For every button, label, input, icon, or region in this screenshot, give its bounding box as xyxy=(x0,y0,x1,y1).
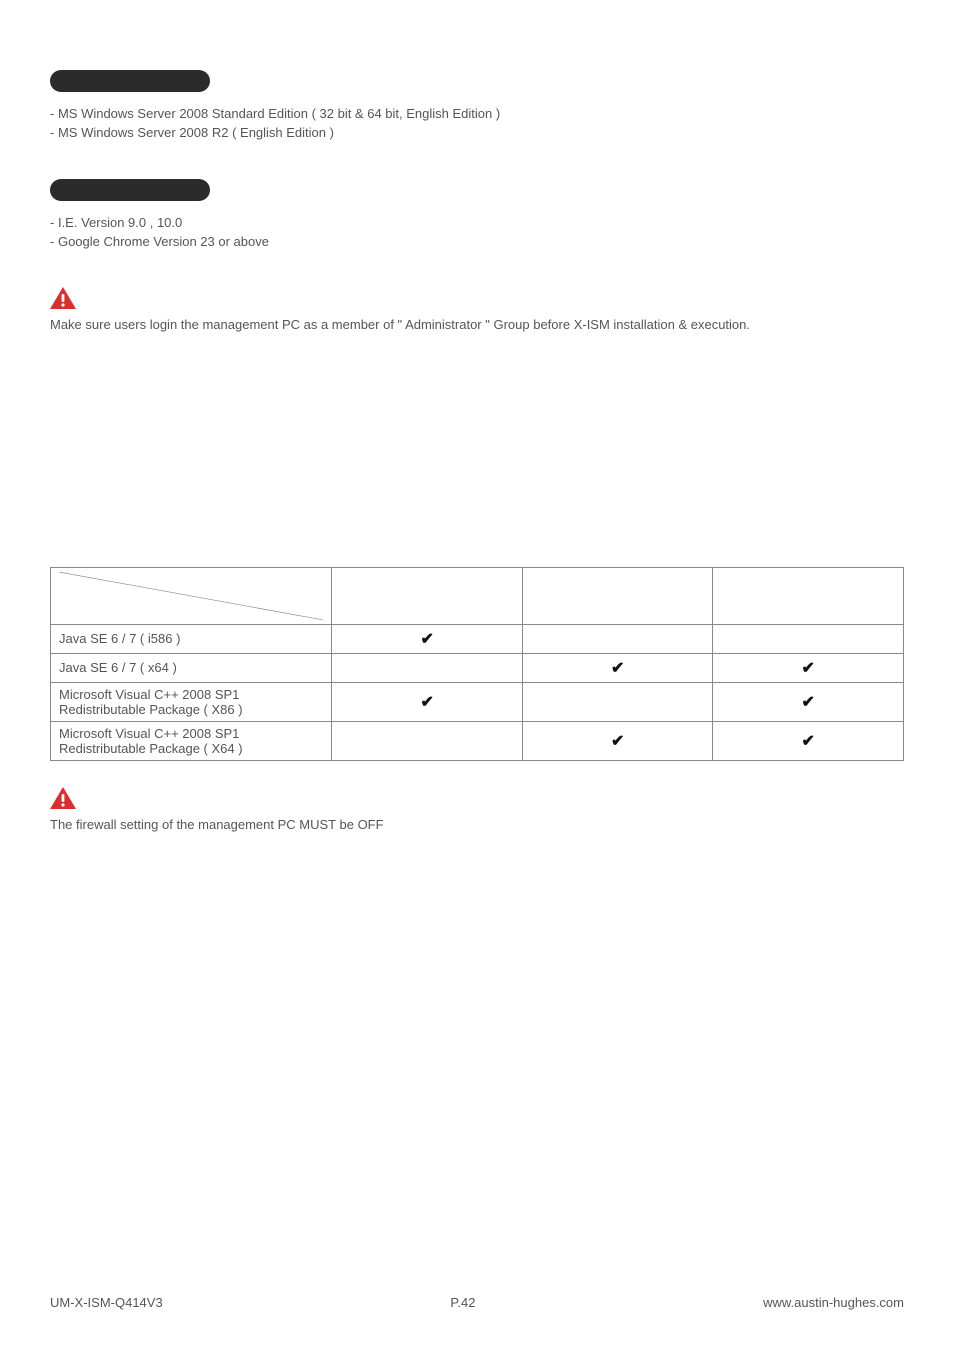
check-icon: ✔ xyxy=(611,733,624,750)
check-icon: ✔ xyxy=(802,660,815,677)
row-label: Microsoft Visual C++ 2008 SP1 Redistribu… xyxy=(51,682,332,721)
browser-item: Google Chrome Version 23 or above xyxy=(50,233,904,252)
warning-icon xyxy=(50,787,76,809)
cell xyxy=(522,624,713,653)
cell: ✔ xyxy=(522,653,713,682)
table-corner xyxy=(51,567,332,624)
browser-item: I.E. Version 9.0 , 10.0 xyxy=(50,214,904,233)
page-number: P.42 xyxy=(450,1295,475,1310)
check-icon: ✔ xyxy=(421,694,434,711)
cell xyxy=(332,721,523,760)
os-pill xyxy=(50,70,210,92)
page-footer: UM-X-ISM-Q414V3 P.42 www.austin-hughes.c… xyxy=(0,1295,954,1310)
os-list: MS Windows Server 2008 Standard Edition … xyxy=(50,105,904,143)
browser-list: I.E. Version 9.0 , 10.0 Google Chrome Ve… xyxy=(50,214,904,252)
cell: ✔ xyxy=(713,682,904,721)
row-label: Microsoft Visual C++ 2008 SP1 Redistribu… xyxy=(51,721,332,760)
warning-icon xyxy=(50,287,76,309)
cell xyxy=(713,624,904,653)
admin-warning-text: Make sure users login the management PC … xyxy=(50,316,904,334)
table-row: Java SE 6 / 7 ( i586 ) ✔ xyxy=(51,624,904,653)
check-icon: ✔ xyxy=(802,733,815,750)
cell: ✔ xyxy=(332,624,523,653)
doc-code: UM-X-ISM-Q414V3 xyxy=(50,1295,163,1310)
browser-pill xyxy=(50,179,210,201)
table-row: Microsoft Visual C++ 2008 SP1 Redistribu… xyxy=(51,721,904,760)
cell xyxy=(522,682,713,721)
cell: ✔ xyxy=(332,682,523,721)
os-item: MS Windows Server 2008 Standard Edition … xyxy=(50,105,904,124)
cell: ✔ xyxy=(713,721,904,760)
check-icon: ✔ xyxy=(611,660,624,677)
table-col-header xyxy=(713,567,904,624)
table-row: Java SE 6 / 7 ( x64 ) ✔ ✔ xyxy=(51,653,904,682)
table-col-header xyxy=(522,567,713,624)
check-icon: ✔ xyxy=(421,631,434,648)
os-item: MS Windows Server 2008 R2 ( English Edit… xyxy=(50,124,904,143)
firewall-warning-text: The firewall setting of the management P… xyxy=(50,816,904,834)
cell xyxy=(332,653,523,682)
compat-table: Java SE 6 / 7 ( i586 ) ✔ Java SE 6 / 7 (… xyxy=(50,567,904,761)
table-row: Microsoft Visual C++ 2008 SP1 Redistribu… xyxy=(51,682,904,721)
table-col-header xyxy=(332,567,523,624)
site-url: www.austin-hughes.com xyxy=(763,1295,904,1310)
cell: ✔ xyxy=(713,653,904,682)
row-label: Java SE 6 / 7 ( i586 ) xyxy=(51,624,332,653)
cell: ✔ xyxy=(522,721,713,760)
check-icon: ✔ xyxy=(802,694,815,711)
row-label: Java SE 6 / 7 ( x64 ) xyxy=(51,653,332,682)
